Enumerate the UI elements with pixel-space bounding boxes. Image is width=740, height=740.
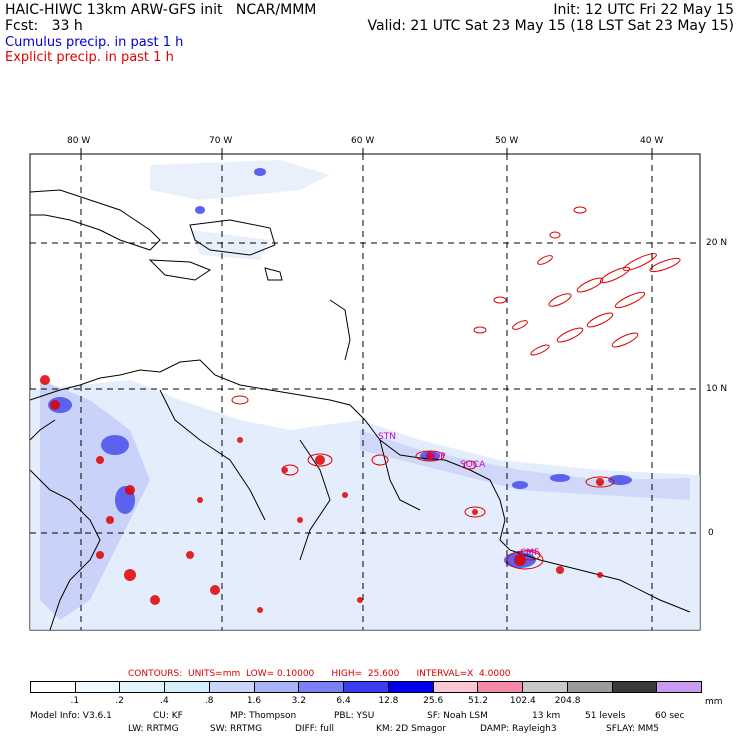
forecast-hour: Fcst: 33 h bbox=[5, 18, 83, 34]
model-version: Model Info: V3.6.1 bbox=[30, 711, 112, 721]
km-option: KM: 2D Smagor bbox=[376, 724, 446, 734]
colorbar-tick-label: .4 bbox=[160, 696, 169, 706]
time-step: 60 sec bbox=[655, 711, 685, 721]
lon-label-70w: 70 W bbox=[209, 136, 233, 146]
colorbar-swatch bbox=[657, 682, 702, 692]
sf-scheme: SF: Noah LSM bbox=[427, 711, 488, 721]
graticule bbox=[30, 154, 700, 630]
colorbar-swatch bbox=[433, 682, 479, 692]
diff-option: DIFF: full bbox=[295, 724, 335, 734]
colorbar-tick-label: .2 bbox=[115, 696, 124, 706]
colorbar-tick-label: 204.8 bbox=[554, 696, 581, 706]
colorbar-tick-label: .1 bbox=[70, 696, 80, 706]
colorbar-swatch bbox=[209, 682, 255, 692]
colorbar-tick-label: .8 bbox=[204, 696, 214, 706]
lon-label-80w: 80 W bbox=[67, 136, 91, 146]
contours-info: CONTOURS: UNITS=mm LOW= 0.10000 HIGH= 25… bbox=[128, 669, 511, 679]
lon-label-40w: 40 W bbox=[640, 136, 664, 146]
lon-tick-marks bbox=[80, 148, 653, 154]
lon-label-50w: 50 W bbox=[495, 136, 519, 146]
colorbar-tick-label: 3.2 bbox=[291, 696, 306, 706]
explicit-precip-cores bbox=[40, 375, 604, 613]
vertical-levels: 51 levels bbox=[585, 711, 626, 721]
cumulus-legend: Cumulus precip. in past 1 h bbox=[5, 35, 184, 50]
colorbar bbox=[30, 681, 702, 693]
colorbar-unit: mm bbox=[705, 697, 723, 707]
station-label: STN bbox=[378, 432, 396, 442]
lon-label-60w: 60 W bbox=[351, 136, 375, 146]
colorbar-tick-label: 25.6 bbox=[423, 696, 444, 706]
explicit-legend: Explicit precip. in past 1 h bbox=[5, 50, 174, 65]
lat-label-10n: 10 N bbox=[706, 384, 728, 394]
init-time: Init: 12 UTC Fri 22 May 15 bbox=[553, 2, 734, 18]
colorbar-swatch bbox=[165, 682, 210, 692]
model-title: HAIC-HIWC 13km ARW-GFS init NCAR/MMM bbox=[5, 2, 317, 18]
colorbar-swatch bbox=[31, 682, 76, 692]
colorbar-tick-label: 1.6 bbox=[246, 696, 262, 706]
coastlines bbox=[29, 189, 691, 631]
colorbar-swatch bbox=[388, 682, 434, 692]
colorbar-swatch bbox=[299, 682, 345, 692]
colorbar-swatch bbox=[120, 682, 166, 692]
station-label: SUP bbox=[428, 452, 446, 462]
colorbar-swatch bbox=[344, 682, 389, 692]
colorbar-swatch bbox=[523, 682, 568, 692]
colorbar-swatch bbox=[567, 682, 613, 692]
colorbar-swatch bbox=[254, 682, 300, 692]
damp-option: DAMP: Rayleigh3 bbox=[480, 724, 557, 734]
grid-spacing: 13 km bbox=[532, 711, 561, 721]
station-label: SOCA bbox=[460, 460, 486, 470]
cu-scheme: CU: KF bbox=[153, 711, 183, 721]
sw-scheme: SW: RRTMG bbox=[210, 724, 263, 734]
colorbar-swatch bbox=[478, 682, 524, 692]
lat-label-0: 0 bbox=[708, 528, 714, 538]
sflay-option: SFLAY: MM5 bbox=[606, 724, 660, 734]
lw-scheme: LW: RRTMG bbox=[128, 724, 179, 734]
colorbar-tick-label: 12.8 bbox=[378, 696, 399, 706]
pbl-scheme: PBL: YSU bbox=[334, 711, 375, 721]
lat-label-20n: 20 N bbox=[706, 238, 728, 248]
colorbar-tick-label: 51.2 bbox=[467, 696, 489, 706]
colorbar-swatch bbox=[75, 682, 121, 692]
colorbar-tick-label: 102.4 bbox=[509, 696, 536, 706]
station-label: CMF bbox=[520, 548, 540, 558]
mp-scheme: MP: Thompson bbox=[230, 711, 297, 721]
valid-time: Valid: 21 UTC Sat 23 May 15 (18 LST Sat … bbox=[367, 18, 734, 34]
colorbar-swatch bbox=[612, 682, 658, 692]
colorbar-tick-label: 6.4 bbox=[336, 696, 351, 706]
